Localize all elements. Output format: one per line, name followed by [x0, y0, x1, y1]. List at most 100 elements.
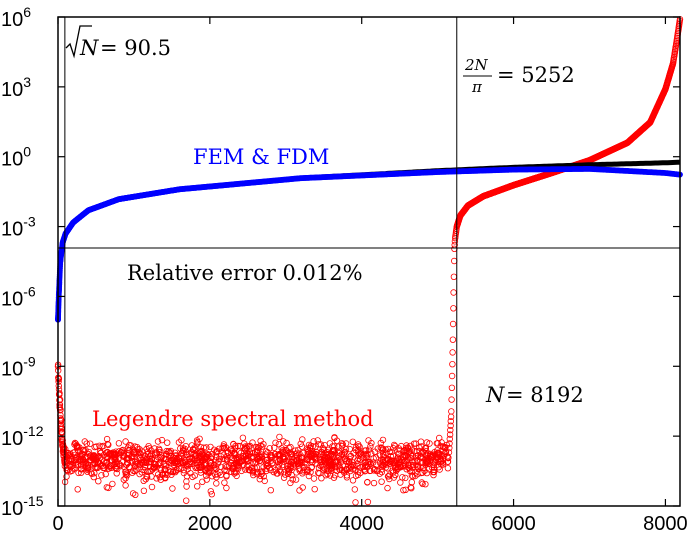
legendre-point — [381, 460, 388, 467]
legendre-point — [102, 470, 109, 478]
legendre-point — [327, 472, 334, 479]
legendre-point — [143, 472, 150, 480]
legendre-point — [272, 439, 279, 446]
legendre-point — [221, 466, 228, 473]
legendre-point — [120, 453, 127, 461]
legendre-point — [169, 485, 176, 492]
legendre-point — [245, 466, 253, 473]
legendre-point — [287, 479, 294, 487]
legendre-point — [303, 445, 311, 452]
legendre-point — [251, 464, 258, 471]
legendre-point — [171, 449, 179, 456]
legendre-point — [284, 465, 291, 472]
legendre-point — [447, 426, 454, 434]
legendre-point — [231, 450, 239, 458]
legendre-point — [436, 434, 443, 442]
legendre-point — [123, 468, 130, 475]
sqrt-symbol — [65, 25, 92, 59]
legendre-point — [363, 454, 370, 461]
legendre-point — [347, 467, 354, 475]
legendre-point — [96, 448, 104, 455]
legendre-point — [444, 458, 452, 465]
legendre-point — [173, 455, 181, 463]
legendre-point — [435, 450, 443, 457]
legendre-point — [280, 474, 288, 481]
x-tick-label: 8000 — [643, 513, 688, 535]
legendre-point — [207, 454, 214, 461]
legendre-point — [157, 466, 165, 474]
legendre-point — [158, 454, 165, 461]
x-tick-label: 2000 — [188, 513, 233, 535]
legendre-point — [208, 453, 216, 460]
legendre-point — [112, 455, 119, 462]
legendre-point — [90, 473, 97, 481]
legendre-point — [448, 396, 455, 403]
legendre-point — [122, 475, 129, 482]
legendre-point — [411, 448, 418, 455]
legendre-point — [402, 474, 409, 482]
legendre-point — [259, 443, 266, 450]
legendre-point — [60, 444, 68, 451]
legendre-point — [95, 478, 102, 485]
legendre-point — [297, 454, 305, 461]
annotation-sqrt-n: N = 90.5 — [65, 25, 171, 60]
legendre-point — [91, 443, 98, 451]
legendre-point — [214, 460, 221, 467]
legendre-point — [167, 447, 174, 455]
legendre-point — [100, 458, 108, 465]
legendre-point — [450, 305, 457, 312]
plot-frame — [57, 16, 681, 507]
legendre-point — [407, 484, 414, 491]
legendre-point — [288, 459, 296, 466]
legendre-point — [285, 457, 292, 464]
x-tick-label: 6000 — [491, 513, 536, 535]
legendre-point — [56, 397, 63, 404]
legendre-point — [154, 438, 162, 445]
legendre-point — [284, 462, 291, 469]
legendre-point — [158, 436, 166, 444]
legendre-point — [213, 480, 220, 487]
legendre-point — [293, 449, 301, 457]
y-tick-label: 10-3 — [1, 214, 36, 241]
legendre-point — [72, 455, 80, 462]
legendre-point — [448, 372, 456, 380]
legendre-point — [414, 463, 421, 470]
x-tick-label: 4000 — [339, 513, 384, 535]
legendre-point — [55, 382, 62, 390]
legendre-point — [364, 498, 372, 506]
fem-fdm-label: FEM & FDM — [193, 145, 329, 169]
legendre-point — [182, 497, 190, 504]
legendre-point — [318, 475, 325, 482]
legendre-point — [55, 375, 63, 382]
legendre-point — [417, 454, 424, 461]
plot-marks — [54, 16, 684, 506]
legendre-point — [283, 439, 290, 447]
annotation-n-value: N = 8192 — [485, 383, 584, 407]
legendre-point — [210, 446, 218, 453]
legendre-point — [188, 455, 195, 462]
legendre-point — [199, 478, 206, 485]
legendre-point — [355, 455, 362, 462]
legendre-point — [82, 446, 89, 454]
legendre-point — [412, 472, 419, 480]
legendre-point — [296, 450, 303, 457]
legendre-point — [240, 461, 247, 469]
legendre-point — [233, 454, 240, 462]
legendre-point — [253, 470, 261, 478]
legendre-point — [446, 444, 453, 452]
legendre-point — [120, 449, 127, 457]
legendre-point — [207, 462, 214, 469]
legendre-point — [447, 422, 454, 429]
legendre-point — [322, 472, 329, 479]
legendre-point — [405, 461, 412, 468]
legendre-point — [123, 455, 131, 462]
legendre-point — [117, 462, 124, 470]
legendre-point — [129, 490, 137, 497]
legendre-point — [241, 453, 249, 461]
legendre-point — [148, 483, 156, 491]
legendre-point — [197, 463, 204, 470]
legendre-point — [310, 475, 318, 482]
legendre-label: Legendre spectral method — [92, 407, 374, 431]
legendre-point — [402, 486, 409, 493]
